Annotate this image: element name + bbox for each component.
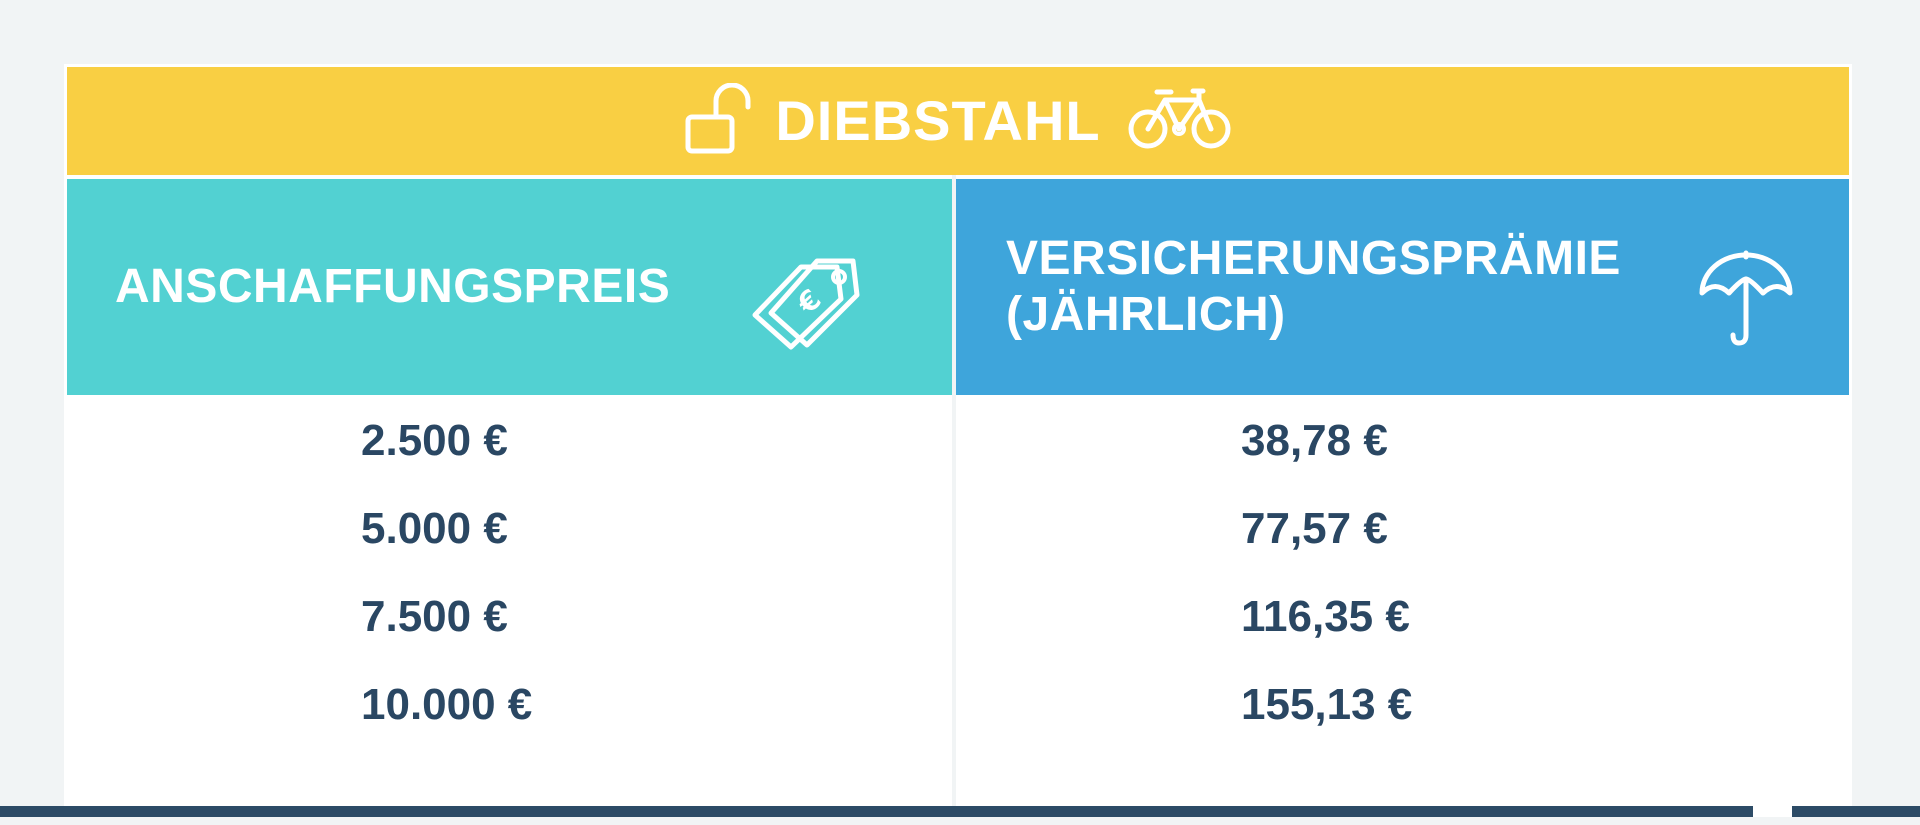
bicycle-icon xyxy=(1127,86,1233,157)
bottom-bar-right xyxy=(1792,806,1920,817)
bottom-bar xyxy=(0,806,1753,817)
column-header-line1: VERSICHERUNGSPRÄMIE xyxy=(1006,232,1621,285)
premium-value: 116,35 € xyxy=(1241,592,1410,641)
euro-price-tag-icon: € xyxy=(749,255,865,356)
column-header-label: ANSCHAFFUNGSPREIS xyxy=(115,260,671,313)
price-values-list: 2.500 € 5.000 € 7.500 € 10.000 € xyxy=(361,397,532,749)
price-value: 5.000 € xyxy=(361,504,508,553)
unlocked-padlock-icon xyxy=(683,82,753,160)
column-divider xyxy=(952,175,956,825)
insurance-price-table: DIEBSTAHL ANSCHAFFUNGSPREIS € VERSICHERU… xyxy=(64,64,1852,825)
column-header-label: VERSICHERUNGSPRÄMIE (JÄHRLICH) xyxy=(1006,231,1621,343)
table-title-bar: DIEBSTAHL xyxy=(67,67,1849,175)
column-header-versicherungspraemie: VERSICHERUNGSPRÄMIE (JÄHRLICH) xyxy=(956,179,1849,395)
price-value: 10.000 € xyxy=(361,680,533,729)
premium-value: 77,57 € xyxy=(1241,504,1388,553)
price-value: 7.500 € xyxy=(361,592,508,641)
column-header-line2: (JÄHRLICH) xyxy=(1006,288,1286,341)
premium-values-list: 38,78 € 77,57 € 116,35 € 155,13 € xyxy=(1241,397,1412,749)
premium-value: 38,78 € xyxy=(1241,416,1388,465)
premium-value: 155,13 € xyxy=(1241,680,1413,729)
price-value: 2.500 € xyxy=(361,416,508,465)
umbrella-icon xyxy=(1696,249,1796,354)
column-header-anschaffungspreis: ANSCHAFFUNGSPREIS € xyxy=(67,179,952,395)
table-title: DIEBSTAHL xyxy=(775,89,1101,152)
